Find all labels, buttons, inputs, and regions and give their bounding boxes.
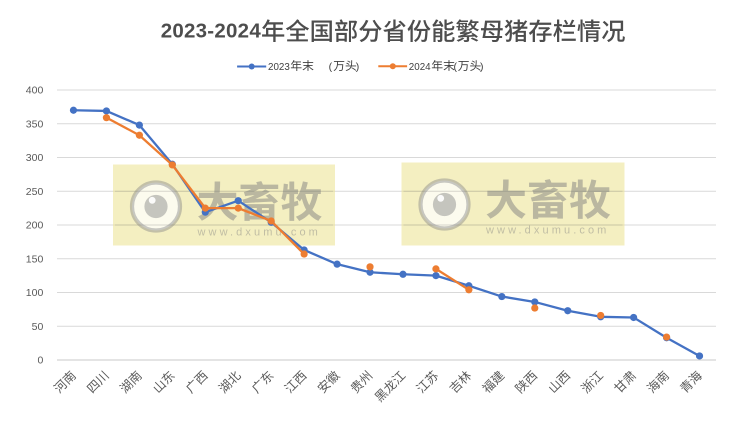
svg-text:): ) <box>480 61 484 73</box>
svg-text:300: 300 <box>26 152 44 164</box>
svg-text:www.dxumu.com: www.dxumu.com <box>485 224 609 236</box>
svg-text:50: 50 <box>32 321 44 333</box>
svg-text:www.dxumu.com: www.dxumu.com <box>197 226 321 238</box>
svg-text:): ) <box>356 61 360 73</box>
svg-text:100: 100 <box>26 287 44 299</box>
svg-text:2023: 2023 <box>268 62 290 73</box>
svg-text:200: 200 <box>26 220 44 232</box>
svg-text:0: 0 <box>37 355 43 367</box>
svg-text:(: ( <box>329 61 333 73</box>
svg-text:350: 350 <box>26 118 44 130</box>
svg-text:2024: 2024 <box>409 62 431 73</box>
svg-text:(: ( <box>454 61 458 73</box>
svg-text:150: 150 <box>26 253 44 265</box>
svg-text:2023-2024: 2023-2024 <box>161 20 262 43</box>
svg-text:400: 400 <box>26 85 44 97</box>
svg-text:250: 250 <box>26 186 44 198</box>
